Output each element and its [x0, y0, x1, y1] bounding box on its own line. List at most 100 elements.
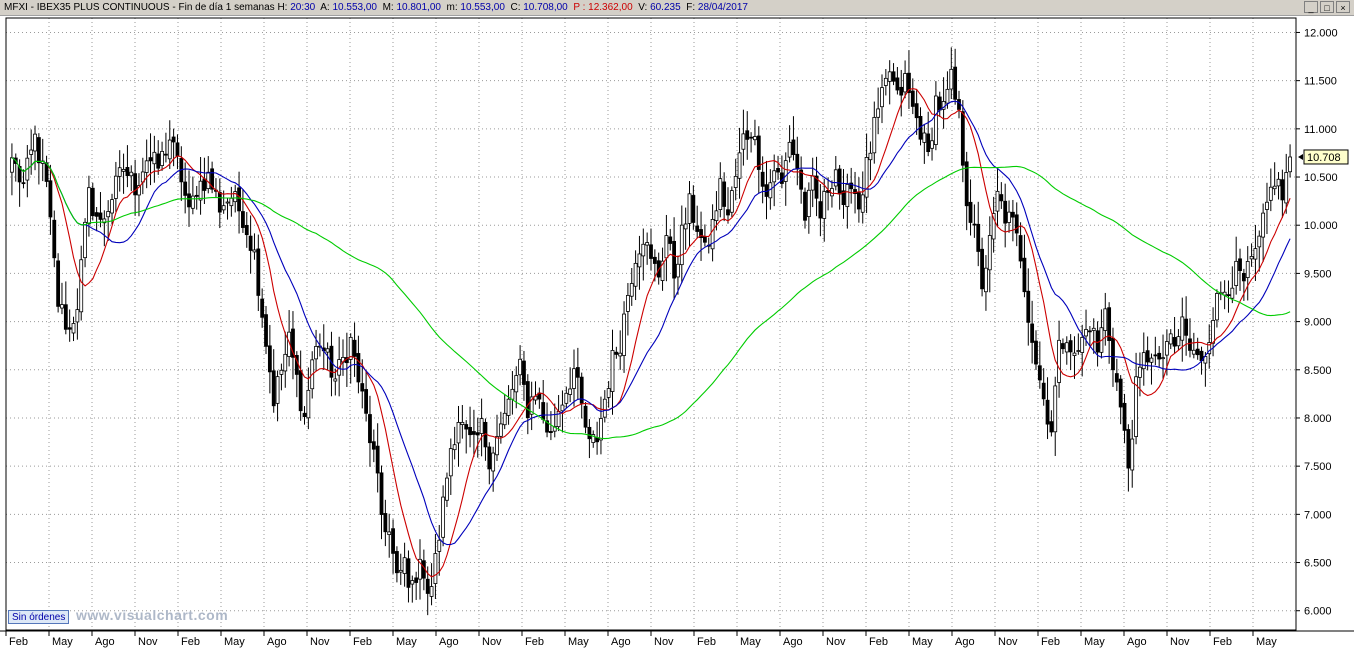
- candle-body: [652, 256, 657, 264]
- candle: [1018, 222, 1023, 269]
- candle: [113, 161, 118, 212]
- candle-body: [264, 314, 268, 347]
- candle: [976, 201, 981, 267]
- candle: [737, 127, 742, 199]
- candle-body: [722, 181, 727, 207]
- candle: [887, 60, 892, 105]
- watermark: www.visualchart.com: [76, 607, 229, 623]
- candle: [60, 282, 64, 315]
- candle-body: [125, 167, 130, 176]
- date-label: F:: [686, 2, 696, 13]
- candle-body: [1172, 337, 1177, 347]
- time-tick-label: Nov: [1170, 636, 1190, 648]
- candle-body: [614, 351, 619, 355]
- candle-body: [306, 389, 311, 419]
- candle-body: [452, 444, 457, 451]
- candle-body: [814, 175, 819, 199]
- candle-body: [248, 235, 253, 251]
- candle: [629, 268, 634, 306]
- candle: [133, 159, 138, 216]
- candle-body: [229, 197, 234, 207]
- candle-body: [1226, 294, 1231, 297]
- candle: [1041, 368, 1046, 406]
- candle-body: [856, 192, 861, 210]
- minimize-button[interactable]: _: [1304, 1, 1318, 13]
- p-label: P :: [573, 2, 586, 13]
- time-tick-label: Ago: [267, 636, 287, 648]
- candle-body: [271, 370, 276, 407]
- candle-body: [160, 150, 164, 166]
- candle: [676, 255, 680, 295]
- candle: [845, 173, 850, 229]
- candle: [210, 161, 215, 194]
- candle: [445, 472, 449, 507]
- candle-body: [1215, 293, 1219, 321]
- candle: [806, 182, 811, 234]
- candle: [287, 310, 292, 367]
- time-value: 20:30: [290, 2, 316, 13]
- candle: [456, 405, 461, 467]
- candle-body: [1045, 399, 1050, 425]
- candle-body: [599, 418, 603, 441]
- candle-body: [429, 586, 434, 597]
- candle-body: [645, 242, 650, 246]
- date-value: 28/04/2017: [697, 2, 748, 13]
- candle: [1265, 182, 1269, 235]
- candle: [910, 78, 915, 115]
- candle: [36, 133, 41, 185]
- candle: [1257, 230, 1262, 272]
- candle-body: [479, 418, 484, 434]
- candle-body: [602, 398, 607, 418]
- candle-body: [887, 71, 892, 82]
- candle: [695, 205, 700, 238]
- candle-body: [198, 180, 203, 201]
- candle: [140, 157, 145, 195]
- price-tick-label: 9.500: [1304, 268, 1332, 280]
- candle-body: [133, 173, 138, 196]
- candle: [256, 234, 261, 312]
- candle: [1107, 302, 1112, 364]
- candle: [772, 154, 777, 207]
- candle: [475, 417, 480, 458]
- candle: [1045, 377, 1050, 440]
- close-button[interactable]: ×: [1336, 1, 1350, 13]
- candle: [1161, 334, 1165, 379]
- candle-body: [1030, 323, 1035, 343]
- candle: [21, 169, 26, 189]
- candle: [999, 182, 1004, 209]
- candle: [822, 178, 827, 242]
- candle-body: [799, 169, 804, 190]
- candle: [726, 187, 730, 224]
- time-tick-label: Feb: [869, 636, 888, 648]
- time-tick-label: May: [224, 636, 245, 648]
- candle: [610, 329, 615, 415]
- last-price-marker: [1298, 153, 1303, 160]
- candle: [795, 136, 800, 186]
- candle-body: [737, 152, 742, 179]
- candle-body: [1091, 327, 1096, 331]
- candle-body: [914, 103, 919, 119]
- candle-body: [71, 323, 76, 334]
- candle: [591, 430, 596, 448]
- candle: [722, 172, 727, 222]
- candle-body: [1230, 287, 1235, 299]
- candle: [814, 156, 819, 217]
- candle: [214, 178, 218, 198]
- orders-button[interactable]: Sin órdenes: [8, 610, 70, 624]
- candle-body: [860, 194, 865, 213]
- candle: [233, 184, 238, 213]
- price-chart[interactable]: 12.000 11.500 11.000 10.500 10.000 9.500 9.000…: [0, 16, 1354, 649]
- candle: [1184, 296, 1189, 356]
- candle-body: [518, 358, 523, 376]
- candle-body: [575, 367, 580, 378]
- candle: [1172, 317, 1177, 354]
- candle-body: [1014, 214, 1019, 234]
- time-tick-label: Ago: [95, 636, 115, 648]
- candle: [687, 181, 692, 247]
- candle: [729, 186, 734, 218]
- candle-body: [437, 539, 442, 552]
- maximize-button[interactable]: □: [1320, 1, 1334, 13]
- candle-body: [291, 328, 295, 358]
- candle-body: [498, 423, 503, 437]
- candle-body: [679, 224, 684, 266]
